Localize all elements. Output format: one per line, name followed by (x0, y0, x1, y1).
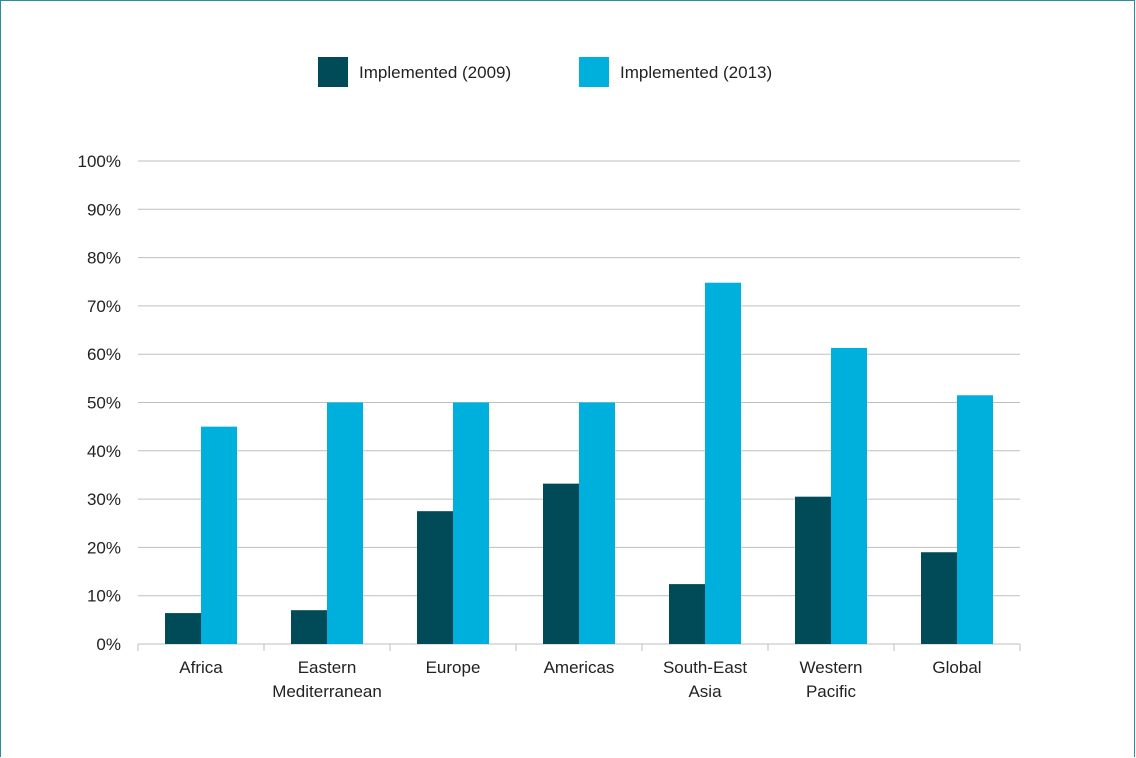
x-axis-labels: Africa Eastern Mediterranean Europe Americas… (179, 658, 981, 701)
x-category-label: Global (932, 658, 981, 677)
y-tick-label: 100% (78, 152, 121, 171)
x-category-label: Eastern (298, 658, 357, 677)
bar-2009 (921, 552, 957, 644)
x-axis (138, 644, 1020, 651)
bar-2009 (795, 497, 831, 644)
legend-swatch (318, 57, 348, 87)
bar-2013 (201, 427, 237, 644)
bar-2013 (957, 395, 993, 644)
legend: Implemented (2009) Implemented (2013) (318, 57, 772, 87)
y-tick-label: 10% (87, 587, 121, 606)
y-tick-label: 30% (87, 490, 121, 509)
x-category-label: Americas (544, 658, 615, 677)
legend-label: Implemented (2009) (359, 63, 511, 82)
bar-2009 (165, 613, 201, 644)
x-category-label: Europe (426, 658, 481, 677)
x-category-label: Africa (179, 658, 223, 677)
y-axis-ticks: 0% 10% 20% 30% 40% 50% 60% 70% 80% 90% 100% (78, 152, 121, 654)
bar-2009 (417, 511, 453, 644)
x-category-label: South-East (663, 658, 747, 677)
y-tick-label: 0% (96, 635, 121, 654)
x-category-label: Asia (688, 682, 722, 701)
bar-2009 (291, 610, 327, 644)
legend-label: Implemented (2013) (620, 63, 772, 82)
bar-2013 (705, 283, 741, 644)
y-tick-label: 60% (87, 345, 121, 364)
bar-2009 (669, 584, 705, 644)
bar-2013 (579, 403, 615, 645)
x-category-label: Mediterranean (272, 682, 382, 701)
bar-2013 (453, 403, 489, 645)
y-tick-label: 20% (87, 538, 121, 557)
x-category-label: Pacific (806, 682, 857, 701)
bar-2009 (543, 484, 579, 644)
y-tick-label: 80% (87, 249, 121, 268)
y-tick-label: 50% (87, 394, 121, 413)
bar-2013 (831, 348, 867, 644)
legend-swatch (579, 57, 609, 87)
bar-2013 (327, 403, 363, 645)
y-tick-label: 40% (87, 442, 121, 461)
y-tick-label: 90% (87, 200, 121, 219)
y-tick-label: 70% (87, 297, 121, 316)
x-category-label: Western (800, 658, 863, 677)
bars (165, 283, 993, 644)
